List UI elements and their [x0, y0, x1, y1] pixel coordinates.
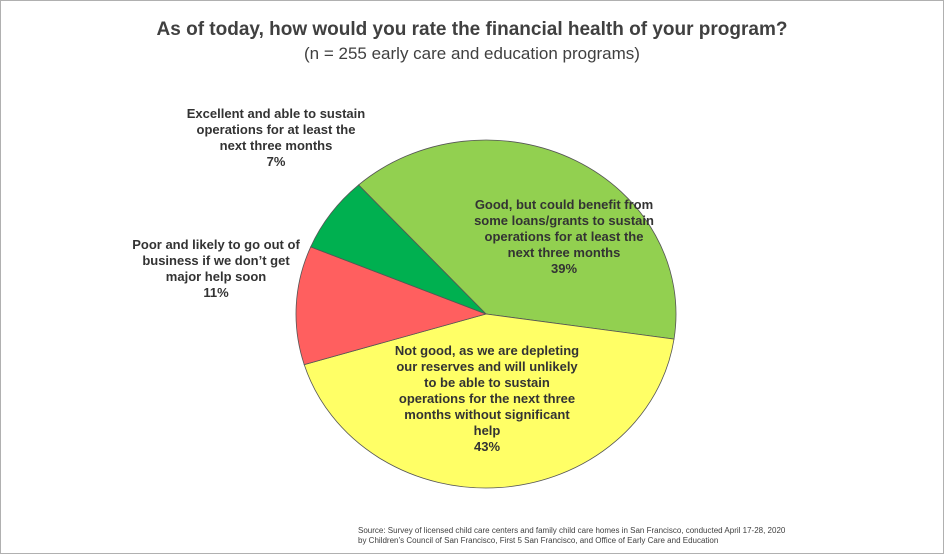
slice-label-not-good: Not good, as we are depleting our reserv…	[394, 343, 580, 455]
slice-label-poor: Poor and likely to go out of business if…	[126, 237, 306, 301]
slice-pct-good: 39%	[550, 261, 578, 276]
slice-pct-poor: 11%	[203, 285, 229, 300]
slice-not-good	[303, 313, 675, 489]
source-line-1: Source: Survey of licensed child care ce…	[358, 526, 786, 535]
slice-text-excellent: Excellent and able to sustain operations…	[186, 106, 366, 153]
slice-text-poor: Poor and likely to go out of business if…	[132, 237, 300, 284]
slice-pct-excellent: 7%	[266, 154, 286, 169]
slice-pct-not-good: 43%	[473, 439, 501, 454]
chart-subtitle: (n = 255 early care and education progra…	[304, 44, 640, 63]
slice-label-good: Good, but could benefit from some loans/…	[470, 197, 658, 277]
slice-text-not-good: Not good, as we are depleting our reserv…	[394, 343, 580, 438]
slice-text-good: Good, but could benefit from some loans/…	[474, 197, 654, 260]
source-line-2: by Children’s Council of San Francisco, …	[358, 536, 719, 545]
slice-good	[357, 139, 677, 340]
chart-title: As of today, how would you rate the fina…	[156, 19, 788, 40]
source-note: Source: Survey of licensed child care ce…	[358, 526, 938, 546]
slice-excellent	[310, 184, 487, 315]
slice-label-excellent: Excellent and able to sustain operations…	[184, 106, 368, 170]
slice-poor	[295, 246, 488, 366]
